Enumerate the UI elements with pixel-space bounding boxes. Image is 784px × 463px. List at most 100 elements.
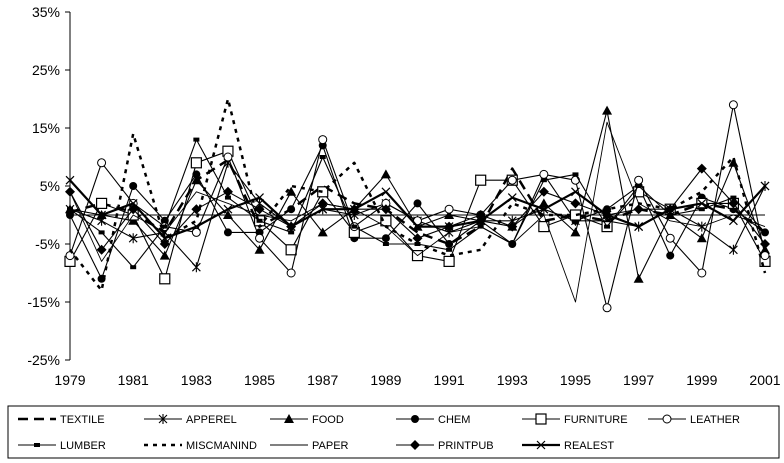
point-marker (255, 233, 265, 243)
point-marker (256, 218, 263, 223)
point-marker (443, 255, 455, 267)
point-marker (413, 199, 422, 208)
point-marker (729, 244, 738, 255)
x-tick-label: 1991 (434, 372, 465, 388)
legend-item-chem: CHEM (396, 414, 470, 426)
point-marker (318, 204, 328, 214)
point-marker (762, 230, 768, 235)
point-marker (224, 195, 231, 200)
point-marker (570, 175, 580, 185)
point-marker (191, 227, 201, 237)
point-marker (507, 175, 517, 185)
point-marker (129, 182, 138, 190)
x-tick-label: 1983 (181, 372, 212, 388)
point-marker (476, 216, 486, 226)
point-marker (34, 443, 40, 447)
point-marker (760, 181, 770, 191)
point-marker (635, 184, 642, 188)
point-marker (288, 230, 295, 235)
point-marker (446, 247, 453, 252)
point-marker (287, 205, 296, 214)
point-marker (539, 204, 549, 214)
point-marker (538, 198, 549, 208)
point-marker (412, 233, 423, 244)
point-marker (411, 415, 419, 423)
y-tick-label: 5% (40, 178, 60, 194)
point-marker (159, 250, 170, 260)
point-marker (570, 198, 581, 209)
point-marker (223, 152, 233, 162)
point-marker (158, 414, 168, 424)
point-marker (65, 251, 75, 261)
point-marker (444, 210, 455, 219)
y-tick-label: -25% (27, 352, 60, 368)
point-marker (191, 222, 201, 232)
point-marker (696, 233, 707, 243)
point-marker (286, 268, 296, 278)
point-marker (318, 135, 328, 145)
point-marker (572, 172, 579, 177)
point-marker (730, 195, 737, 200)
point-marker (602, 303, 612, 313)
chart-axes: 35% 25% 15% 5% -5% -15% -25% 1979 1981 1983 1985 19… (27, 4, 780, 388)
point-marker (634, 175, 644, 185)
series-printpub (65, 163, 770, 255)
point-marker (285, 244, 297, 256)
plot-area (64, 97, 771, 313)
point-marker (381, 234, 390, 243)
point-marker (380, 169, 391, 179)
point-marker (284, 414, 294, 423)
legend-item-paper: PAPER (270, 440, 349, 452)
point-marker (728, 216, 738, 226)
point-marker (382, 242, 389, 246)
point-marker (538, 221, 550, 233)
legend: TEXTILE APPEREL FOOD CHEM FURNITURE LEATHER LU… (7, 405, 780, 459)
legend-label: FURNITURE (564, 414, 628, 426)
point-marker (698, 207, 705, 212)
point-marker (444, 222, 454, 232)
point-marker (633, 273, 644, 283)
point-marker (319, 155, 326, 159)
point-marker (539, 169, 549, 179)
point-marker (98, 230, 105, 235)
point-marker (507, 221, 518, 232)
point-marker (192, 170, 201, 179)
point-marker (351, 224, 358, 229)
point-marker (191, 204, 202, 215)
legend-label: CHEM (438, 414, 470, 426)
point-marker (223, 204, 233, 214)
point-marker (254, 244, 265, 254)
point-marker (222, 186, 233, 197)
point-marker (445, 240, 454, 248)
x-tick-label: 2001 (749, 372, 780, 388)
point-marker (535, 413, 547, 425)
point-marker (662, 414, 672, 424)
legend-label: APPEREL (186, 414, 237, 426)
point-marker (160, 233, 170, 243)
series-line (69, 97, 767, 292)
point-marker (603, 205, 612, 214)
legend-label: REALEST (564, 440, 614, 452)
y-tick-label: 35% (32, 4, 60, 20)
x-tick-label: 1989 (370, 372, 401, 388)
legend-label: PAPER (312, 440, 349, 452)
x-tick-label: 1999 (686, 372, 717, 388)
series-furniture (64, 145, 771, 285)
legend-item-furniture: FURNITURE (522, 413, 628, 426)
point-marker (507, 193, 517, 203)
point-marker (159, 273, 171, 285)
legend-label: FOOD (312, 414, 344, 426)
legend-item-lumber: LUMBER (18, 440, 106, 452)
legend-item-printpub: PRINTPUB (396, 440, 494, 452)
point-marker (760, 251, 770, 261)
y-tick-label: 25% (32, 62, 60, 78)
point-marker (317, 198, 328, 209)
point-marker (696, 163, 707, 174)
point-marker (223, 228, 232, 237)
point-marker (65, 175, 75, 185)
point-marker (97, 210, 107, 220)
point-marker (66, 211, 74, 219)
point-marker (760, 239, 770, 249)
y-tick-label: 15% (32, 120, 60, 136)
legend-label: MISCMANIND (186, 440, 257, 452)
